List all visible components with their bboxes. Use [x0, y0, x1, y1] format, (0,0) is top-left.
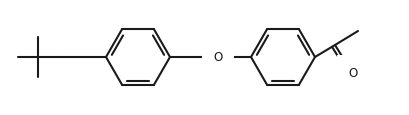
Text: O: O [348, 67, 357, 80]
Text: O: O [213, 51, 222, 64]
